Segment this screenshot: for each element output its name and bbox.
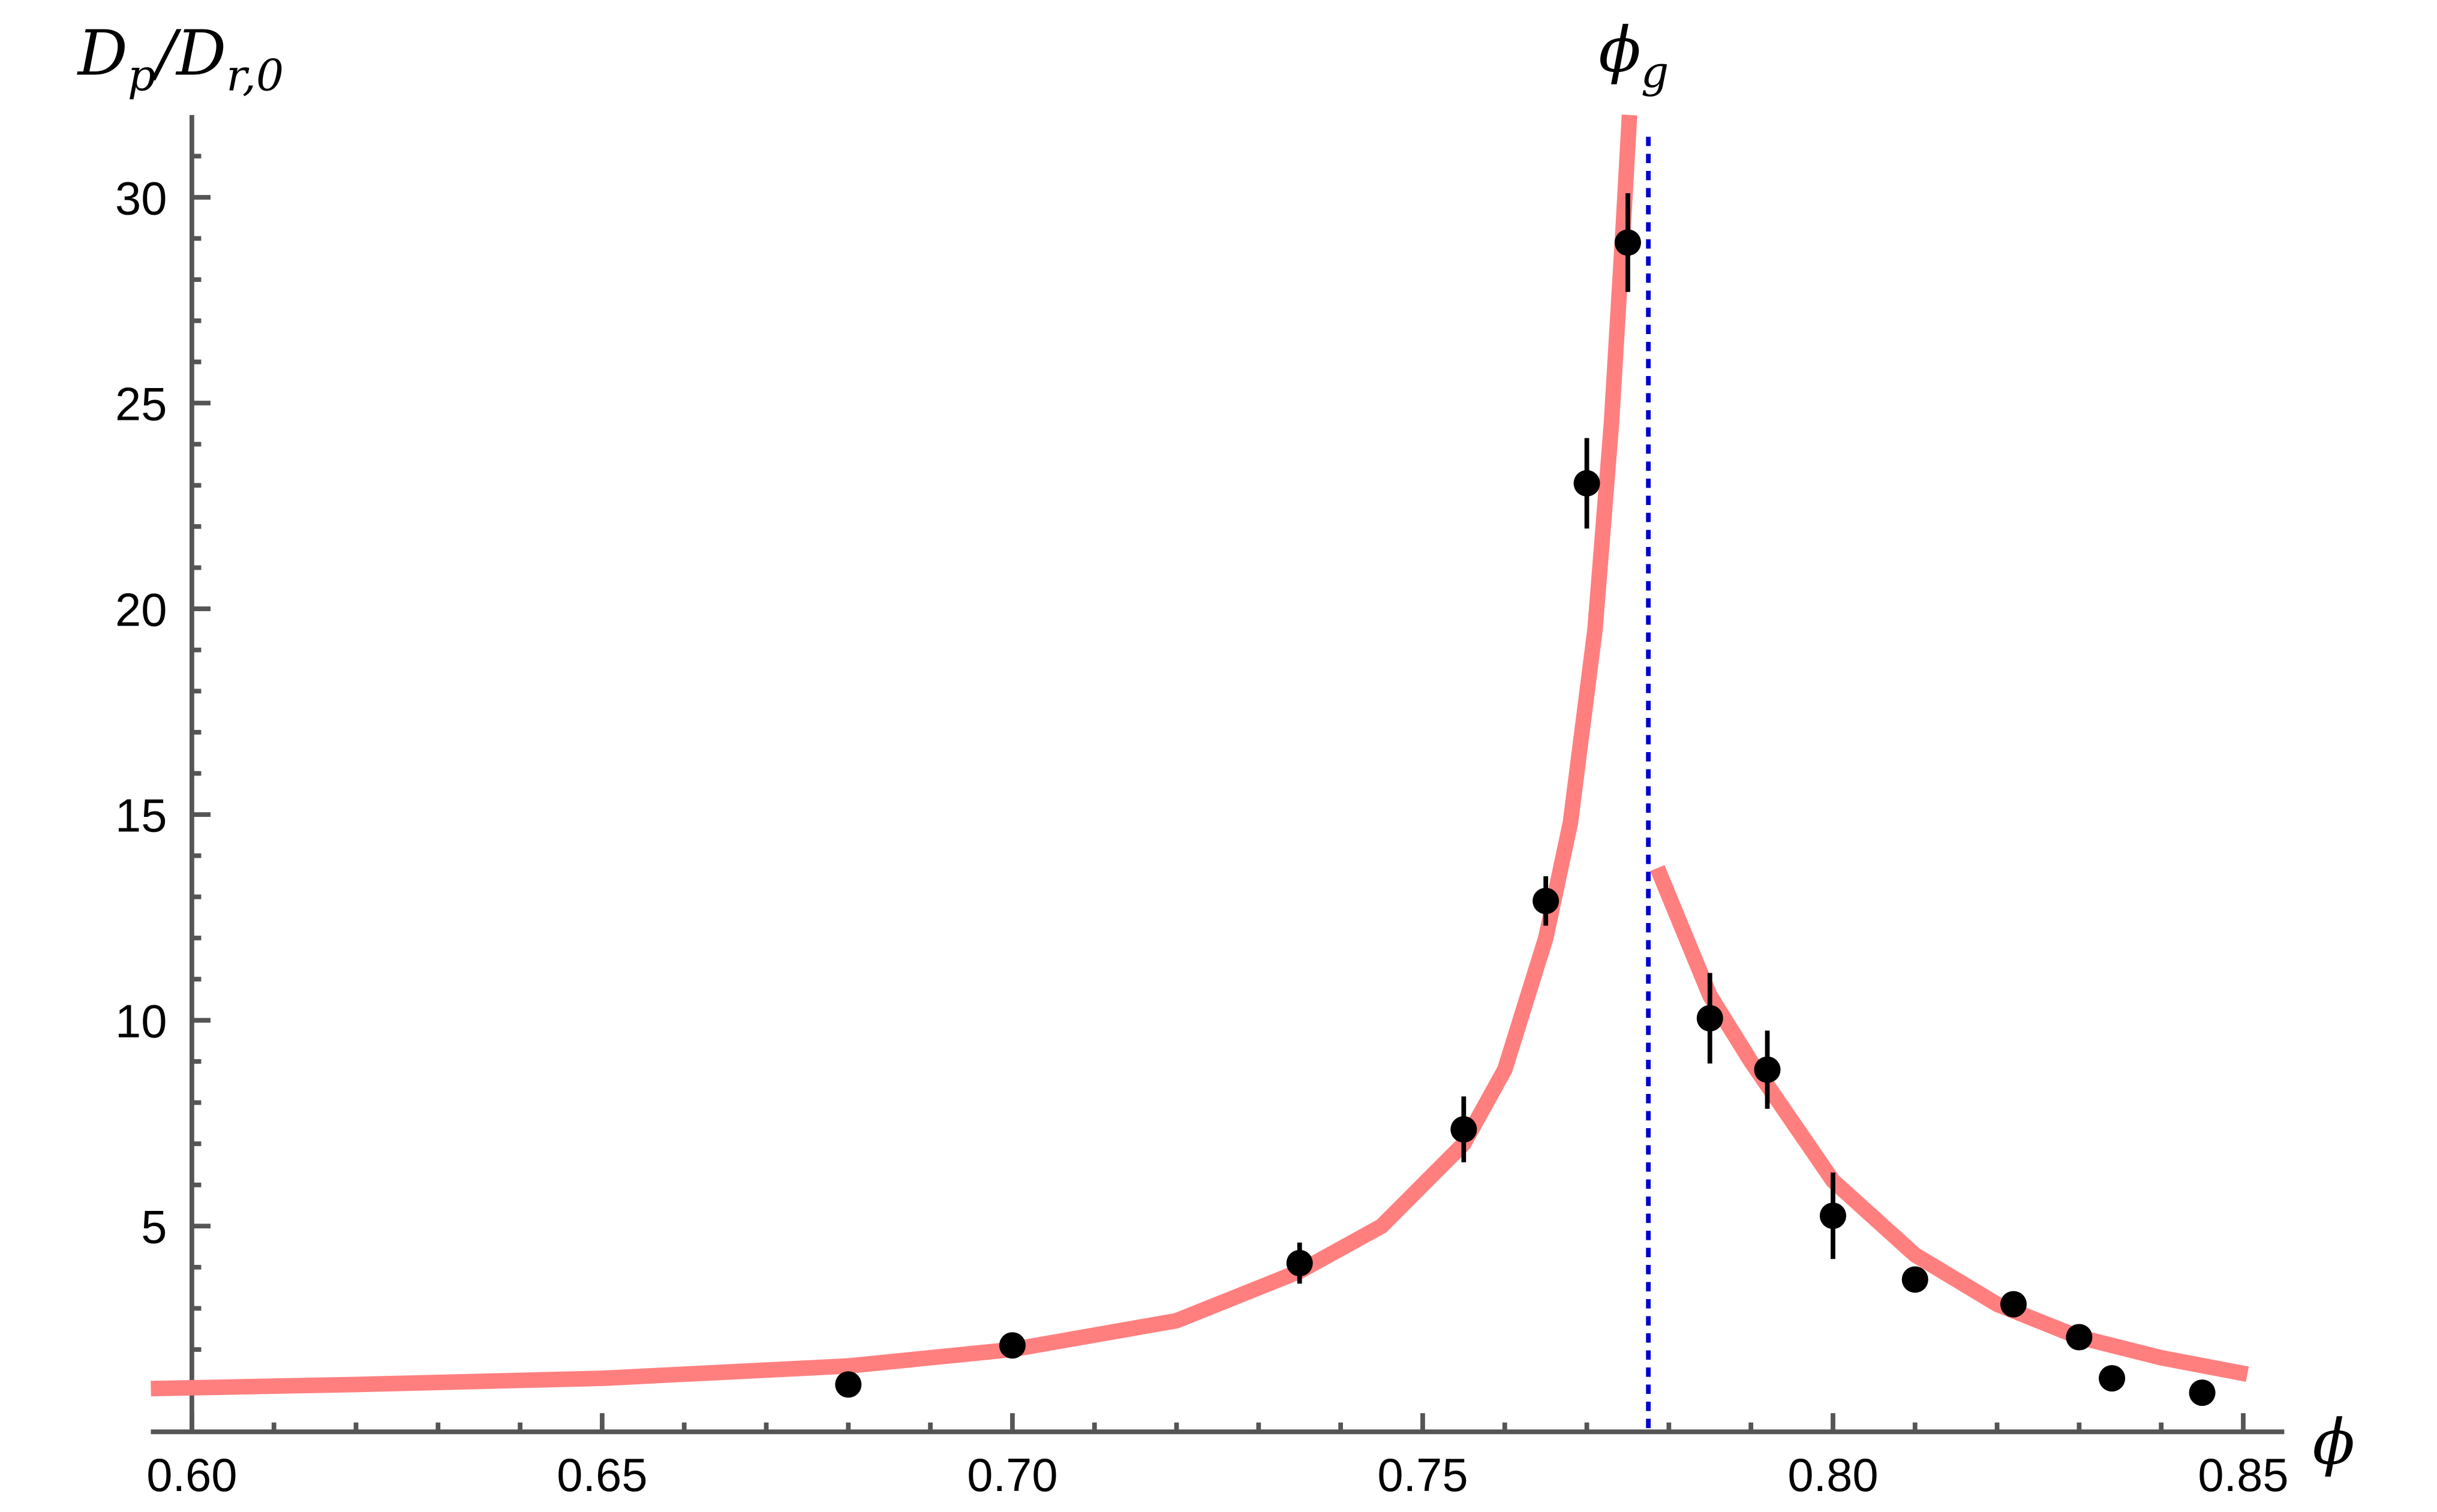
data-point — [1614, 229, 1641, 256]
y-axis-label: Dp/Dr,0 — [77, 17, 284, 101]
x-tick-label: 0.70 — [967, 1450, 1057, 1501]
data-point — [1450, 1116, 1477, 1143]
data-point — [2189, 1379, 2216, 1406]
data-point — [1573, 470, 1600, 497]
data-point — [1754, 1056, 1781, 1083]
label-part: ϕ — [2313, 1407, 2355, 1479]
data-point — [2000, 1291, 2027, 1318]
y-tick-label: 5 — [141, 1202, 167, 1254]
data-point — [1286, 1249, 1313, 1277]
phi-g-label: ϕg — [1598, 14, 1669, 98]
data-point — [2066, 1324, 2093, 1351]
data-point — [2099, 1365, 2126, 1392]
data-point — [1532, 888, 1559, 915]
label-part: r,0 — [226, 50, 284, 101]
label-part: /D — [150, 17, 226, 89]
x-tick-label: 0.75 — [1377, 1450, 1468, 1501]
data-point — [999, 1332, 1026, 1359]
data-point — [1819, 1203, 1846, 1230]
x-axis-label: ϕ — [2313, 1407, 2355, 1479]
label-part: D — [77, 17, 128, 89]
x-tick-label: 0.60 — [146, 1450, 237, 1501]
x-tick-label: 0.80 — [1787, 1450, 1878, 1501]
data-point — [835, 1371, 862, 1398]
data-point — [1901, 1266, 1928, 1293]
x-tick-label: 0.65 — [557, 1450, 647, 1501]
y-tick-label: 25 — [115, 379, 167, 431]
label-part: ϕ — [1598, 14, 1641, 86]
y-tick-label: 10 — [115, 996, 167, 1048]
y-tick-label: 20 — [115, 585, 167, 636]
label-part: p — [128, 50, 155, 101]
label-part: g — [1641, 47, 1669, 98]
y-tick-label: 30 — [115, 173, 167, 224]
data-point — [1696, 1005, 1723, 1032]
x-tick-label: 0.85 — [2198, 1450, 2288, 1501]
y-tick-label: 15 — [115, 790, 167, 842]
fit-curve — [151, 115, 1637, 1397]
fit-curve — [1650, 865, 2249, 1382]
